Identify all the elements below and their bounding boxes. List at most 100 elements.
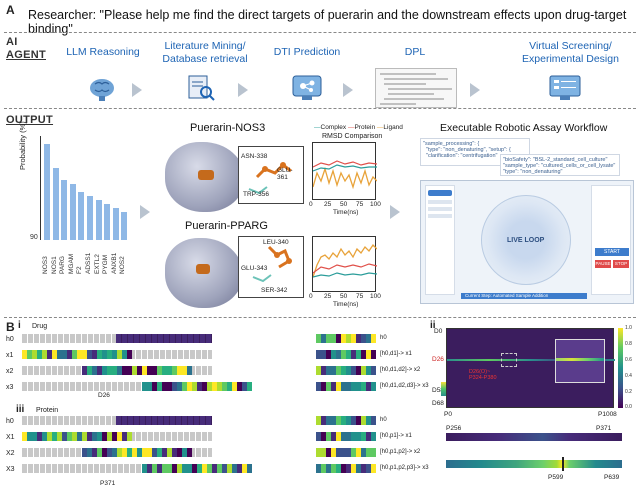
drug-label: Drug <box>32 323 48 330</box>
drug-block-output-seq-2 <box>316 366 376 375</box>
attention-strip-1 <box>446 433 622 441</box>
prot-block-output-label-0: h0 <box>380 417 387 423</box>
stop-button[interactable]: STOP <box>613 260 629 268</box>
brain-icon <box>86 76 118 107</box>
molecule-screen-icon <box>291 74 323 107</box>
divider-mid <box>4 108 636 109</box>
heatmap-ytick-d58: D58 <box>432 387 444 394</box>
prob-bar-f2 <box>78 192 85 240</box>
heatmap-highlight-row <box>447 359 615 361</box>
drug-block-dark-seq-0 <box>116 334 212 343</box>
xtick2-100: 100 <box>370 293 381 300</box>
code-block-2: "bioSafety": "BSL-2_standard_cell_cultur… <box>500 154 620 176</box>
arrow-1-icon <box>132 83 142 97</box>
prob-ylabel: Probability (%) <box>18 121 27 170</box>
xtick2-50: 50 <box>340 293 348 300</box>
prot-block-output-label-2: [h0,p1,p2]-> x2 <box>380 449 421 455</box>
gene-labels: NOS3 NOS1 PARG MGAM F2 ADSS1 EXTL2 PYGM ANXB1 NOS… <box>40 244 130 274</box>
drug-block-colored-seq-2 <box>82 366 192 375</box>
start-button[interactable]: START <box>595 248 629 256</box>
xtick-75: 75 <box>356 201 364 208</box>
prot-block-colored-seq-3 <box>142 464 252 473</box>
prot-block-colored-seq-2 <box>82 448 192 457</box>
heatmap-ytick-d26: D26 <box>432 356 444 363</box>
prob-bar-anxb1 <box>112 208 119 240</box>
heatmap-ytick-d0: D0 <box>434 328 443 335</box>
stage-literature-mining: Literature Mining/ Database retrieval <box>162 40 248 65</box>
prot-block-dark-seq-0 <box>116 416 212 425</box>
heatmap-xtick-p0: P0 <box>444 411 452 418</box>
stage-dti-prediction: DTI Prediction <box>273 46 341 58</box>
gene-label-pygm: PYGM <box>102 254 110 274</box>
xtick-100: 100 <box>370 201 381 208</box>
status-bar: Current Step: Automated Sample Addition <box>461 293 587 299</box>
colorbar-ticks: 1.0 0.8 0.6 0.4 0.2 0.0 <box>625 325 639 411</box>
protein-marker: P371 <box>100 480 116 487</box>
heatmap-ytick-d68: D68 <box>432 400 444 407</box>
heatmap-annotation: D26(O)~ P324-P380 <box>469 369 497 382</box>
heatmap-colorbar <box>618 328 623 408</box>
prob-bar-adss1 <box>87 196 93 240</box>
cb-0.4: 0.4 <box>625 373 632 379</box>
arrow-3-icon <box>343 83 353 97</box>
prob-ytick: 90 <box>30 234 38 241</box>
xtick2-75: 75 <box>356 293 364 300</box>
attention-strip-2 <box>446 460 622 468</box>
sub-iii-label: iii <box>16 404 25 415</box>
probability-bar-chart <box>40 136 130 240</box>
pause-button[interactable]: PAUSE <box>595 260 611 268</box>
prob-bar-nos3 <box>44 144 50 240</box>
stage-llm-reasoning: LLM Reasoning <box>66 46 140 58</box>
rmsd-xlabel-2: Time(ns) <box>333 301 359 308</box>
prot-block-row-label-2: X2 <box>6 450 15 457</box>
prot-block-gray-seq-3 <box>22 464 212 473</box>
ligand-marker-nos3 <box>198 170 214 180</box>
drug-block-output-seq-3 <box>316 382 376 391</box>
residue-glu343: GLU-343 <box>241 265 268 272</box>
robotic-ui-window: LIVE LOOP START PAUSE STOP Current Step:… <box>420 180 634 304</box>
drug-attention-bar <box>441 382 446 396</box>
arrow-6-icon <box>390 205 400 219</box>
sidebar-active[interactable] <box>428 190 452 196</box>
gene-label-nos3: NOS3 <box>42 256 49 274</box>
gene-label-extl2: EXTL2 <box>93 254 101 274</box>
xtick-50: 50 <box>340 201 348 208</box>
prob-bar-mgam <box>69 184 76 240</box>
prot-block-colored-seq-1 <box>22 432 132 441</box>
rmsd-legend: —Complex —Protein —Ligand <box>314 124 403 131</box>
code-snippet-icon <box>375 68 457 108</box>
prot-block-row-label-0: h0 <box>6 418 14 425</box>
stage-dpl: DPL <box>404 46 426 58</box>
rmsd-title: RMSD Comparison <box>322 133 383 140</box>
strip2-tick-p639: P639 <box>604 474 620 481</box>
workflow-title: Executable Robotic Assay Workflow <box>440 122 608 134</box>
drug-block-output-seq-1 <box>316 350 376 359</box>
monitor-list-icon <box>548 74 582 107</box>
residue-trp356: TRP-356 <box>243 191 270 198</box>
protein-embedding-block: h0 h0 X1 [h0,p1]-> x1 X2 [h0,p1,p2]-> x2 X3 [h0… <box>6 416 429 482</box>
strip2-tick-p599: P599 <box>548 474 564 481</box>
residue-leu340: LEU-340 <box>263 239 289 246</box>
document-search-icon <box>186 74 216 107</box>
prot-block-output-seq-3 <box>316 464 376 473</box>
prob-bar-extl2 <box>95 200 102 240</box>
prot-block-output-label-3: [h0,p1,p2,p3]-> x3 <box>380 465 429 471</box>
rmsd-plot-pparg <box>312 236 378 292</box>
gene-label-nos2: NOS2 <box>119 256 127 274</box>
cb-0.0: 0.0 <box>625 404 632 410</box>
output-label: OUTPUT <box>6 114 54 126</box>
drug-block-colored-seq-3 <box>142 382 252 391</box>
drug-block-output-label-2: [h0,d1,d2]-> x2 <box>380 367 421 373</box>
gene-label-anxb1: ANXB1 <box>110 252 118 274</box>
robot-sidebar <box>425 185 455 295</box>
rmsd-plot-nos3 <box>312 142 378 200</box>
drug-block-output-label-1: [h0,d1]-> x1 <box>380 351 412 357</box>
complex2-title: Puerarin-PPARG <box>185 220 268 232</box>
drug-marker: D26 <box>98 392 110 399</box>
strip1-tick-p256: P256 <box>446 425 462 432</box>
gene-label-parg: PARG <box>59 256 67 274</box>
prot-block-output-label-1: [h0,p1]-> x1 <box>380 433 412 439</box>
panel-b-label: B <box>6 320 15 334</box>
drug-block-row-label-0: h0 <box>6 336 14 343</box>
binding-site-nos3: ASN-338 GLU-361 TRP-356 <box>238 146 304 204</box>
